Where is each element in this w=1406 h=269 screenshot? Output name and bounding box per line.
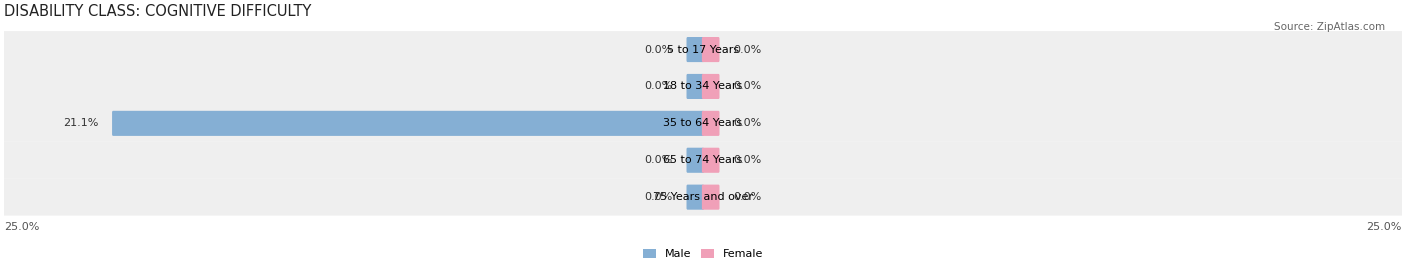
Text: 0.0%: 0.0% [734, 192, 762, 202]
Legend: Male, Female: Male, Female [638, 244, 768, 264]
FancyBboxPatch shape [3, 179, 1403, 215]
Text: 21.1%: 21.1% [63, 118, 98, 128]
FancyBboxPatch shape [3, 105, 1403, 142]
Text: 75 Years and over: 75 Years and over [652, 192, 754, 202]
FancyBboxPatch shape [686, 185, 704, 210]
Text: 0.0%: 0.0% [644, 155, 672, 165]
FancyBboxPatch shape [112, 111, 704, 136]
Text: 25.0%: 25.0% [1367, 222, 1402, 232]
FancyBboxPatch shape [3, 31, 1403, 68]
FancyBboxPatch shape [686, 74, 704, 99]
Text: 0.0%: 0.0% [644, 45, 672, 55]
Text: 0.0%: 0.0% [734, 118, 762, 128]
FancyBboxPatch shape [702, 111, 720, 136]
Text: 35 to 64 Years: 35 to 64 Years [664, 118, 742, 128]
FancyBboxPatch shape [702, 74, 720, 99]
Text: 0.0%: 0.0% [644, 192, 672, 202]
Text: Source: ZipAtlas.com: Source: ZipAtlas.com [1274, 22, 1385, 31]
FancyBboxPatch shape [686, 148, 704, 173]
Text: 65 to 74 Years: 65 to 74 Years [664, 155, 742, 165]
FancyBboxPatch shape [702, 37, 720, 62]
Text: DISABILITY CLASS: COGNITIVE DIFFICULTY: DISABILITY CLASS: COGNITIVE DIFFICULTY [4, 4, 312, 19]
Text: 0.0%: 0.0% [734, 45, 762, 55]
Text: 25.0%: 25.0% [4, 222, 39, 232]
Text: 0.0%: 0.0% [734, 82, 762, 91]
Text: 0.0%: 0.0% [734, 155, 762, 165]
FancyBboxPatch shape [3, 142, 1403, 179]
FancyBboxPatch shape [702, 148, 720, 173]
FancyBboxPatch shape [702, 185, 720, 210]
FancyBboxPatch shape [686, 37, 704, 62]
FancyBboxPatch shape [3, 68, 1403, 105]
Text: 5 to 17 Years: 5 to 17 Years [666, 45, 740, 55]
Text: 0.0%: 0.0% [644, 82, 672, 91]
Text: 18 to 34 Years: 18 to 34 Years [664, 82, 742, 91]
